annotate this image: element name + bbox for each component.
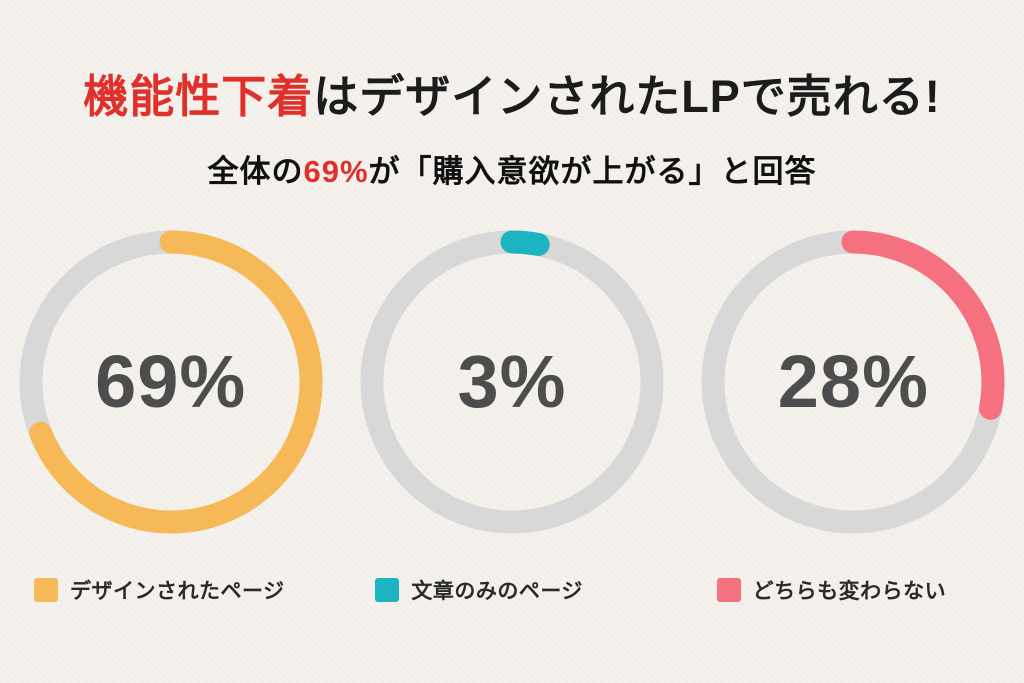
donut-chart-designed-page: 69% (18, 229, 324, 535)
title-rest: はデザインされたLPで売れる! (313, 71, 941, 122)
legend-item-no-change: どちらも変わらない (716, 575, 947, 605)
donut-value-label: 69% (95, 340, 247, 423)
donut-ring-svg (701, 230, 1005, 533)
donut-value-label: 28% (777, 340, 929, 423)
chart-legend: デザインされたページ 文章のみのページ どちらも変わらない (0, 575, 1024, 605)
legend-swatch-pink (716, 577, 741, 602)
legend-label: デザインされたページ (70, 579, 285, 603)
legend-item-text-only-page: 文章のみのページ (375, 575, 583, 605)
donut-charts-row: 69% 3% 28% (0, 229, 1024, 535)
donut-ring-svg (360, 230, 664, 533)
page-subtitle: 全体の69%が「購入意欲が上がる」と回答 (0, 146, 1024, 191)
subtitle-before: 全体の (207, 153, 304, 189)
donut-chart-text-only-page: 3% (359, 229, 665, 535)
subtitle-highlight: 69% (303, 153, 369, 189)
legend-label: 文章のみのページ (411, 579, 583, 603)
page-title: 機能性下着はデザインされたLPで売れる! (0, 72, 1024, 122)
legend-label: どちらも変わらない (752, 579, 947, 603)
donut-chart-no-change: 28% (700, 229, 1006, 535)
header: 機能性下着はデザインされたLPで売れる! 全体の69%が「購入意欲が上がる」と回… (0, 0, 1024, 191)
legend-swatch-orange (34, 577, 58, 602)
donut-ring-svg (19, 230, 323, 533)
legend-item-designed-page: デザインされたページ (34, 575, 285, 605)
donut-value-label: 3% (457, 340, 567, 423)
title-highlight: 機能性下着 (83, 71, 314, 122)
subtitle-after: が「購入意欲が上がる」と回答 (368, 153, 817, 189)
legend-swatch-teal (375, 577, 400, 602)
